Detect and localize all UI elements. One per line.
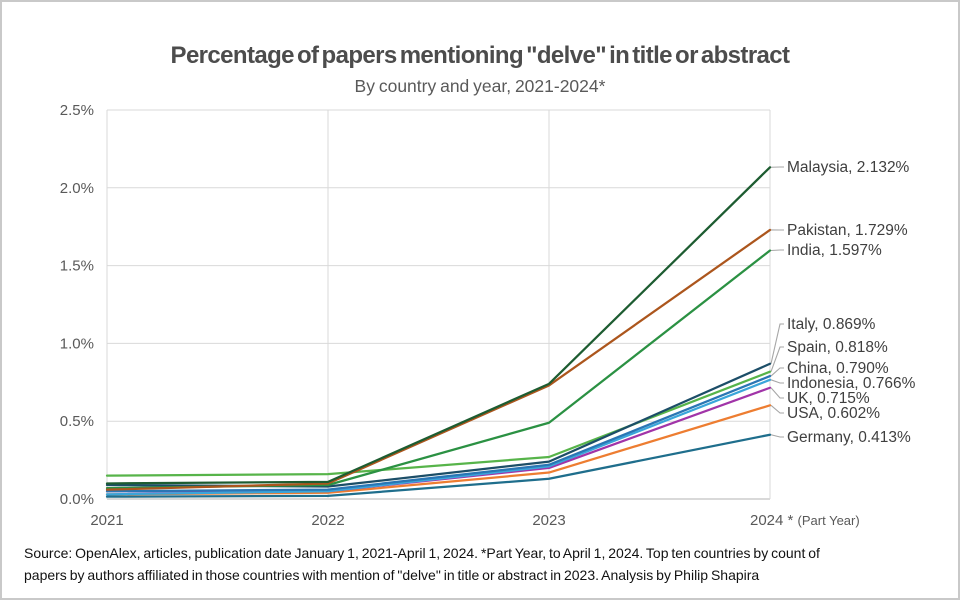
series-line-india: [105, 249, 772, 490]
x-axis-tick-label: 2024 * (Part Year): [750, 512, 860, 529]
leader-line-uk: [770, 387, 784, 399]
leader-line-india: [770, 249, 784, 252]
series-label-uk: UK, 0.715%: [787, 390, 870, 407]
leader-line-china: [770, 367, 784, 377]
y-axis-tick-label: 0.0%: [60, 491, 94, 508]
series-line-italy: [105, 362, 772, 488]
series-label-spain: Spain, 0.818%: [787, 339, 888, 356]
x-axis-tick-label: 2023: [532, 512, 565, 529]
series-label-italy: Italy, 0.869%: [787, 316, 876, 333]
series-label-germany: Germany, 0.413%: [787, 429, 911, 446]
series-label-pakistan: Pakistan, 1.729%: [787, 222, 908, 239]
series-line-germany: [105, 433, 772, 498]
series-line-indonesia: [105, 378, 772, 496]
series-label-malaysia: Malaysia, 2.132%: [787, 159, 910, 176]
y-axis-tick-label: 0.5%: [60, 413, 94, 430]
leader-line-germany: [770, 434, 784, 438]
x-axis-tick-label: 2022: [311, 512, 344, 529]
source-note: Source: OpenAlex, articles, publication …: [24, 542, 944, 586]
y-axis-tick-label: 1.5%: [60, 258, 94, 275]
y-axis-tick-label: 2.5%: [60, 102, 94, 119]
series-label-indonesia: Indonesia, 0.766%: [787, 375, 916, 392]
series-line-spain: [105, 370, 772, 477]
leader-line-italy: [770, 323, 784, 364]
chart-title: Percentage of papers mentioning "delve" …: [170, 42, 791, 69]
series-label-china: China, 0.790%: [787, 360, 889, 377]
series-line-china: [105, 374, 772, 493]
x-axis-tick-label: 2021: [90, 512, 123, 529]
series-label-usa: USA, 0.602%: [787, 405, 880, 422]
line-chart: 0.0% 0.5% 1.0% 1.5% 2.0% 2.5% 2021 2022 2023 2024…: [60, 102, 916, 529]
y-axis-tick-label: 1.0%: [60, 335, 94, 352]
series-label-india: India, 1.597%: [787, 242, 882, 259]
source-note-line-1: Source: OpenAlex, articles, publication …: [24, 545, 820, 561]
series-line-pakistan: [105, 228, 772, 491]
series-line-malaysia: [105, 166, 772, 485]
chart-subtitle: By country and year, 2021-2024*: [354, 76, 606, 96]
leader-line-spain: [770, 346, 784, 372]
leader-line-indonesia: [770, 379, 784, 384]
source-note-line-2: papers by authors affiliated in those co…: [24, 567, 760, 583]
leader-line-usa: [770, 404, 784, 414]
y-axis-tick-label: 2.0%: [60, 180, 94, 197]
